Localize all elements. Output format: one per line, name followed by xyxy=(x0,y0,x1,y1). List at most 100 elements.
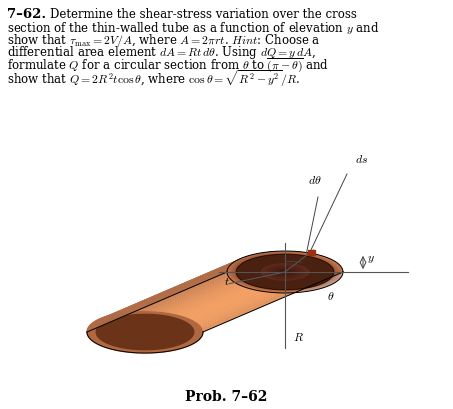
Polygon shape xyxy=(111,254,253,315)
Polygon shape xyxy=(230,252,340,292)
Polygon shape xyxy=(268,266,302,278)
Polygon shape xyxy=(189,258,331,319)
Polygon shape xyxy=(106,256,247,317)
Polygon shape xyxy=(236,254,334,290)
Polygon shape xyxy=(136,251,278,311)
Polygon shape xyxy=(234,254,336,290)
Polygon shape xyxy=(161,252,303,312)
Polygon shape xyxy=(181,256,323,316)
Polygon shape xyxy=(119,253,261,313)
Text: Prob. 7–62: Prob. 7–62 xyxy=(185,390,267,404)
Polygon shape xyxy=(183,256,324,317)
Polygon shape xyxy=(184,256,326,317)
Polygon shape xyxy=(192,260,333,320)
Polygon shape xyxy=(117,253,259,314)
Polygon shape xyxy=(96,315,194,350)
Polygon shape xyxy=(193,261,334,321)
Polygon shape xyxy=(100,258,241,319)
Polygon shape xyxy=(181,256,323,316)
Polygon shape xyxy=(165,252,307,312)
Polygon shape xyxy=(202,270,343,330)
Polygon shape xyxy=(106,256,247,317)
Polygon shape xyxy=(236,254,335,290)
Polygon shape xyxy=(88,268,228,329)
Polygon shape xyxy=(120,253,263,313)
Polygon shape xyxy=(154,251,296,311)
Polygon shape xyxy=(140,251,283,311)
Polygon shape xyxy=(265,265,304,279)
Polygon shape xyxy=(231,253,339,292)
Polygon shape xyxy=(87,269,228,330)
Polygon shape xyxy=(235,254,335,290)
Polygon shape xyxy=(203,271,343,332)
Polygon shape xyxy=(229,252,341,292)
Polygon shape xyxy=(183,256,324,317)
Text: Determine the shear-stress variation over the cross: Determine the shear-stress variation ove… xyxy=(50,8,357,21)
Polygon shape xyxy=(102,257,244,318)
Polygon shape xyxy=(197,263,337,323)
Polygon shape xyxy=(230,252,340,292)
Polygon shape xyxy=(104,256,246,317)
Polygon shape xyxy=(270,267,299,277)
Polygon shape xyxy=(228,252,342,292)
Polygon shape xyxy=(179,255,321,315)
Polygon shape xyxy=(96,261,237,321)
Polygon shape xyxy=(233,253,337,291)
Text: $\theta$: $\theta$ xyxy=(327,290,334,303)
Polygon shape xyxy=(186,257,328,318)
Polygon shape xyxy=(202,268,342,329)
Polygon shape xyxy=(203,270,343,331)
Polygon shape xyxy=(89,265,230,326)
Polygon shape xyxy=(123,252,265,312)
Polygon shape xyxy=(275,268,295,276)
Polygon shape xyxy=(175,254,317,315)
Polygon shape xyxy=(88,268,228,329)
Polygon shape xyxy=(107,256,249,316)
Polygon shape xyxy=(198,263,338,324)
Polygon shape xyxy=(202,269,342,330)
Polygon shape xyxy=(278,270,292,275)
Polygon shape xyxy=(154,251,296,311)
Polygon shape xyxy=(227,251,342,293)
Polygon shape xyxy=(232,253,338,291)
Text: differential area element $dA = Rt\,d\theta$. Using $dQ = y\,dA$,: differential area element $dA = Rt\,d\th… xyxy=(7,44,316,61)
Polygon shape xyxy=(177,254,319,315)
Polygon shape xyxy=(159,252,301,312)
Polygon shape xyxy=(109,255,251,315)
Polygon shape xyxy=(232,253,338,291)
Polygon shape xyxy=(89,266,229,327)
Polygon shape xyxy=(119,253,261,313)
Polygon shape xyxy=(94,261,236,322)
Polygon shape xyxy=(263,264,307,280)
Text: $d\theta$: $d\theta$ xyxy=(308,174,322,187)
Polygon shape xyxy=(129,252,271,312)
Polygon shape xyxy=(87,270,227,330)
Polygon shape xyxy=(113,254,255,315)
Polygon shape xyxy=(231,252,339,292)
Polygon shape xyxy=(92,263,233,323)
Polygon shape xyxy=(173,254,315,314)
Polygon shape xyxy=(169,253,311,313)
Polygon shape xyxy=(186,257,328,318)
Polygon shape xyxy=(196,262,337,322)
Polygon shape xyxy=(97,260,238,320)
Polygon shape xyxy=(90,265,231,326)
Polygon shape xyxy=(92,263,232,324)
Polygon shape xyxy=(115,254,257,314)
Polygon shape xyxy=(92,263,233,323)
Polygon shape xyxy=(89,265,230,326)
Polygon shape xyxy=(149,251,292,311)
Polygon shape xyxy=(232,253,337,291)
Polygon shape xyxy=(161,252,303,312)
Polygon shape xyxy=(152,251,294,311)
Polygon shape xyxy=(167,253,309,313)
Polygon shape xyxy=(227,251,342,293)
Text: show that $Q = 2R^2t\cos\theta$, where $\cos\theta = \sqrt{R^2 - y^2}/R$.: show that $Q = 2R^2t\cos\theta$, where $… xyxy=(7,68,300,89)
Polygon shape xyxy=(236,254,334,290)
Polygon shape xyxy=(280,270,290,274)
Polygon shape xyxy=(202,267,342,328)
Polygon shape xyxy=(113,254,255,315)
Polygon shape xyxy=(163,252,305,312)
Polygon shape xyxy=(234,254,336,290)
Polygon shape xyxy=(273,267,297,276)
